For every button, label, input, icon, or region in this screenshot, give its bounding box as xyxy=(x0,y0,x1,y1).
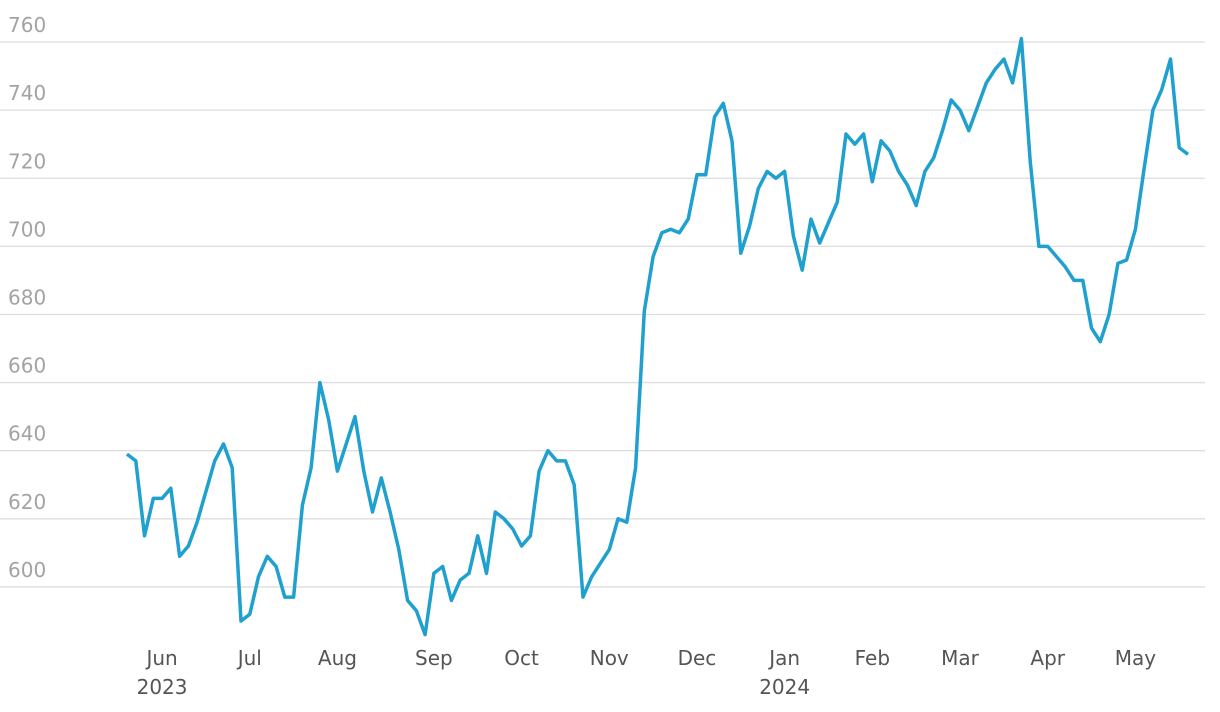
x-tick-label: Dec xyxy=(678,646,717,670)
y-tick-label: 720 xyxy=(8,149,46,173)
y-tick-label: 760 xyxy=(8,13,46,37)
x-tick-label: Sep xyxy=(415,646,453,670)
x-tick-label: Jan 2024 xyxy=(759,646,810,699)
x-tick-label: Nov xyxy=(590,646,629,670)
x-tick-label: Feb xyxy=(855,646,890,670)
x-tick-label: May xyxy=(1115,646,1157,670)
x-tick-label: Mar xyxy=(941,646,980,670)
x-tick-label: Jul xyxy=(236,646,262,670)
y-tick-label: 640 xyxy=(8,422,46,446)
x-tick-label: Apr xyxy=(1030,646,1065,670)
y-tick-label: 680 xyxy=(8,285,46,309)
line xyxy=(125,36,1190,637)
x-tick-label: Aug xyxy=(318,646,357,670)
x-tick-label: Jun 2023 xyxy=(137,646,188,699)
y-tick-label: 740 xyxy=(8,81,46,105)
y-tick-label: 660 xyxy=(8,354,46,378)
x-tick-label: Oct xyxy=(504,646,539,670)
y-tick-label: 700 xyxy=(8,217,46,241)
y-tick-label: 620 xyxy=(8,490,46,514)
y-tick-label: 600 xyxy=(8,558,46,582)
